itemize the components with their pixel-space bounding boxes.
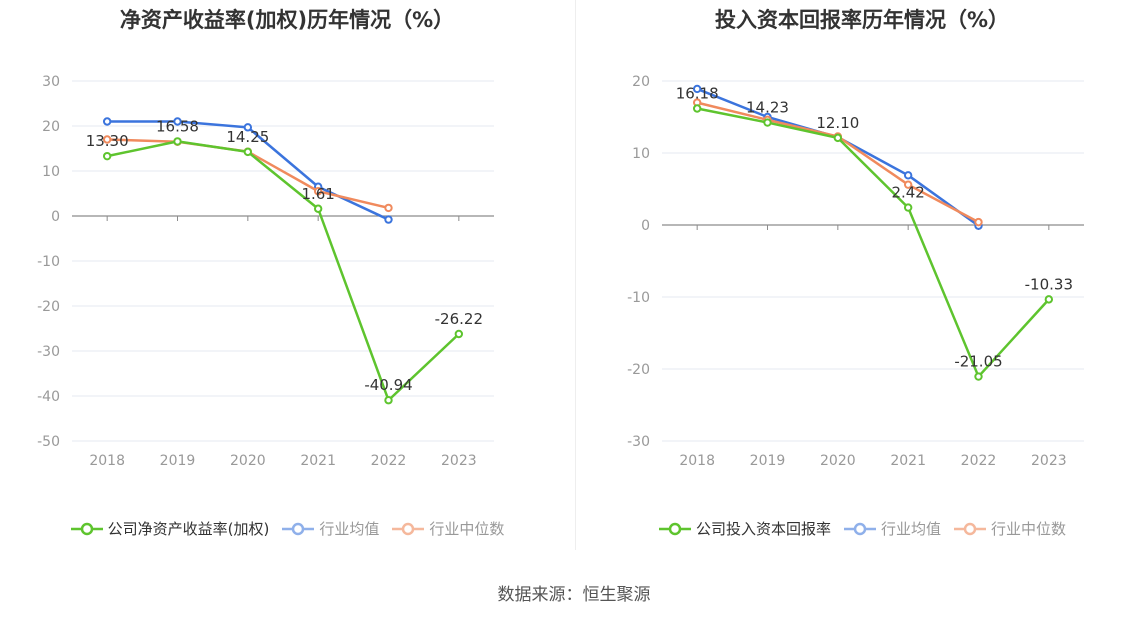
y-tick-label: 10 — [42, 164, 60, 180]
legend-marker-icon — [70, 522, 103, 535]
series-line — [106, 140, 460, 402]
data-point[interactable] — [833, 133, 843, 143]
data-point[interactable] — [102, 151, 112, 161]
y-tick-label: -30 — [627, 434, 650, 450]
x-tick-label: 2021 — [300, 453, 336, 469]
x-tick-label: 2019 — [160, 453, 196, 469]
data-point[interactable] — [384, 203, 393, 213]
roe-chart-legend: 公司净资产收益率(加权) 行业均值 行业中位数 — [0, 518, 574, 539]
y-tick-label: 20 — [632, 74, 650, 90]
legend-marker-icon — [843, 522, 876, 535]
legend-marker-icon — [954, 522, 986, 535]
y-tick-label: -10 — [37, 254, 60, 270]
x-tick-label: 2023 — [441, 453, 477, 469]
data-point[interactable] — [903, 203, 913, 212]
legend-item-industry-median[interactable]: 行业中位数 — [953, 518, 1066, 539]
data-source-note: 数据来源：恒生聚源 — [497, 585, 651, 605]
legend-item-industry-mean[interactable]: 行业均值 — [843, 518, 941, 539]
data-point[interactable] — [974, 217, 983, 227]
legend-item-company-roe[interactable]: 公司净资产收益率(加权) — [70, 518, 270, 539]
x-tick-label: 2018 — [89, 453, 125, 469]
data-label: 2.42 — [891, 184, 924, 202]
data-point[interactable] — [1044, 295, 1054, 304]
legend-label: 公司净资产收益率(加权) — [107, 520, 270, 538]
data-label: 1.61 — [301, 185, 334, 203]
roic-chart-plot: 20 10 0 -10 -20 -30 2018 2019 2020 2021 2022 2023 16… — [627, 74, 1084, 469]
data-point[interactable] — [384, 215, 393, 224]
x-tick-label: 2018 — [679, 453, 715, 469]
data-point[interactable] — [313, 204, 323, 213]
x-tick-label: 2022 — [961, 453, 997, 469]
data-point[interactable] — [454, 329, 464, 339]
legend-item-company-roic[interactable]: 公司投入资本回报率 — [658, 518, 831, 539]
y-tick-label: -50 — [37, 434, 60, 450]
data-point[interactable] — [903, 171, 913, 180]
legend-label: 行业均值 — [319, 520, 380, 538]
data-label: 16.18 — [676, 85, 719, 103]
legend-label: 行业均值 — [880, 520, 941, 538]
legend-item-industry-mean[interactable]: 行业均值 — [281, 518, 379, 539]
x-tick-label: 2020 — [230, 453, 266, 469]
data-label: -10.33 — [1025, 275, 1073, 293]
data-point[interactable] — [903, 180, 913, 189]
y-tick-label: 10 — [632, 146, 650, 162]
legend-label: 公司投入资本回报率 — [695, 520, 831, 538]
legend-marker-icon — [392, 522, 425, 535]
series-line — [696, 87, 980, 227]
data-point[interactable] — [692, 104, 702, 113]
roe-chart-panel: 净资产收益率(加权)历年情况（%） 30 20 10 0 -10 -20 -30 -40 -50… — [0, 0, 574, 560]
legend-marker-icon — [282, 522, 315, 535]
y-tick-label: 0 — [641, 218, 650, 234]
x-tick-label: 2021 — [890, 453, 926, 469]
roe-chart-title: 净资产收益率(加权)历年情况（%） — [119, 8, 455, 32]
data-point[interactable] — [243, 147, 253, 157]
y-tick-label: 30 — [42, 74, 60, 90]
data-point[interactable] — [102, 135, 112, 144]
x-tick-label: 2019 — [750, 453, 786, 469]
data-point[interactable] — [384, 396, 393, 405]
y-tick-label: -10 — [627, 290, 650, 306]
legend-item-industry-median[interactable]: 行业中位数 — [391, 518, 504, 539]
legend-label: 行业中位数 — [429, 520, 505, 538]
series-line — [696, 107, 1050, 378]
data-label: 12.10 — [816, 114, 859, 132]
data-point[interactable] — [763, 118, 772, 127]
data-point[interactable] — [974, 372, 983, 381]
x-tick-label: 2020 — [820, 453, 856, 469]
y-tick-label: -30 — [37, 344, 60, 360]
roe-chart-plot: 30 20 10 0 -10 -20 -30 -40 -50 2018 2019 2020 2021 20… — [37, 74, 494, 469]
x-tick-label: 2023 — [1031, 453, 1067, 469]
legend-label: 行业中位数 — [991, 520, 1067, 538]
data-point[interactable] — [173, 137, 182, 146]
roic-chart-panel: 投入资本回报率历年情况（%） 20 10 0 -10 -20 -30 2018 2019 202… — [575, 0, 1148, 560]
data-label: -21.05 — [954, 353, 1002, 371]
panel-divider — [575, 0, 576, 550]
y-tick-label: 0 — [51, 209, 60, 225]
data-label: -40.94 — [364, 376, 412, 394]
y-tick-label: -20 — [37, 299, 60, 315]
y-tick-label: -20 — [627, 362, 650, 378]
data-point[interactable] — [313, 187, 323, 196]
data-point[interactable] — [243, 123, 253, 132]
roic-chart-legend: 公司投入资本回报率 行业均值 行业中位数 — [575, 518, 1148, 539]
data-label: 14.23 — [746, 99, 789, 117]
y-tick-label: 20 — [42, 119, 60, 135]
data-point[interactable] — [173, 117, 182, 126]
data-label: 16.58 — [156, 117, 199, 135]
y-tick-label: -40 — [37, 389, 60, 405]
data-label: 13.30 — [86, 132, 129, 150]
roic-chart-title: 投入资本回报率历年情况（%） — [714, 8, 1010, 32]
x-tick-label: 2022 — [371, 453, 407, 469]
data-label: 14.25 — [226, 128, 269, 146]
data-point[interactable] — [692, 84, 702, 94]
legend-marker-icon — [658, 522, 691, 535]
data-point[interactable] — [102, 117, 112, 126]
data-label: -26.22 — [435, 310, 483, 328]
